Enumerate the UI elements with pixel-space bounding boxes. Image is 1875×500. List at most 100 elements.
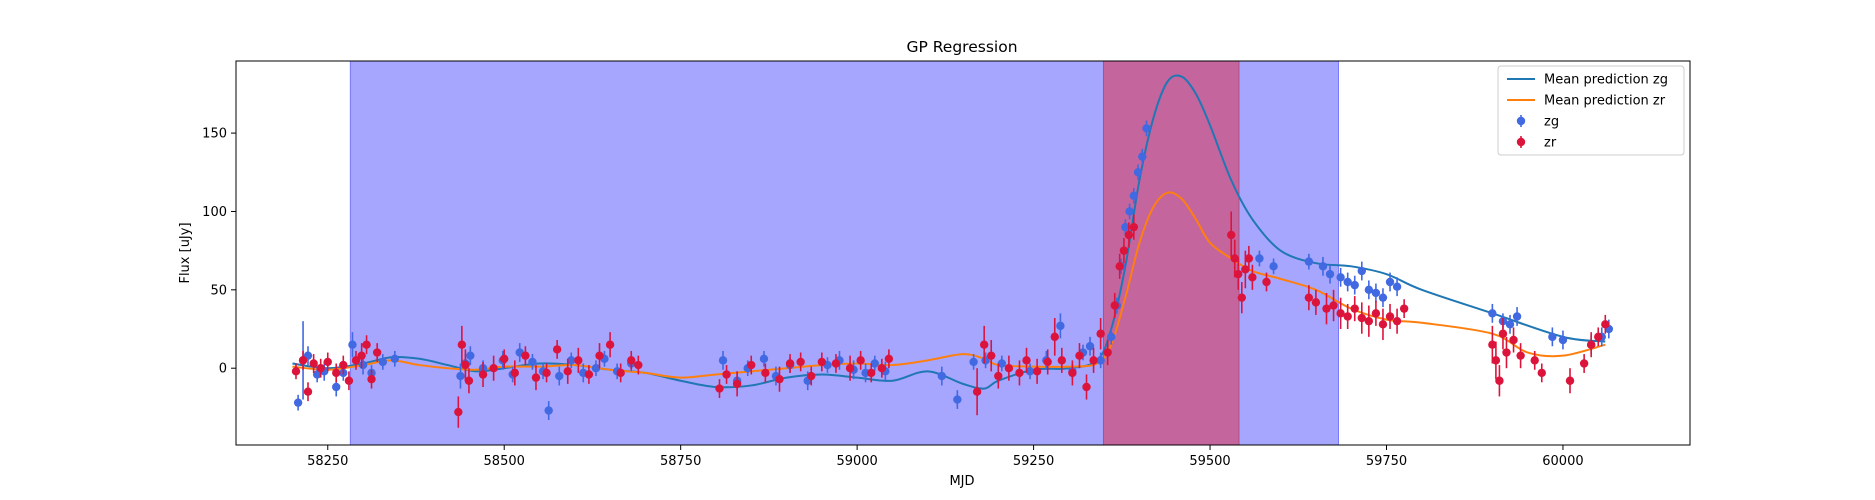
zr-data-point — [807, 366, 816, 386]
zr-data-point — [1594, 327, 1603, 347]
zr-data-point — [1043, 349, 1052, 375]
zr-data-point — [1227, 211, 1236, 259]
zr-data-point — [584, 365, 594, 384]
zr-data-point — [1537, 363, 1546, 383]
zr-data-point — [884, 349, 894, 369]
zg-data-point — [390, 350, 400, 367]
zr-data-point — [1491, 341, 1501, 380]
x-axis: 58250 58500 58750 59000 59250 59500 59750 60000 — [307, 445, 1584, 469]
x-tick-label: 59750 — [1366, 454, 1407, 469]
plot-area-frame — [235, 60, 1691, 446]
zg-data-point — [1371, 283, 1381, 303]
zg-data-point — [953, 390, 962, 409]
x-tick-label: 59500 — [1189, 454, 1230, 469]
zg-data-point — [1318, 256, 1328, 276]
zr-data-point — [1248, 264, 1257, 290]
zg-data-point — [1357, 261, 1366, 281]
zr-data-point — [732, 371, 742, 397]
zg-data-point — [1364, 280, 1374, 300]
zg-data-point — [1142, 120, 1151, 137]
zr-data-point — [464, 368, 474, 394]
zg-data-point — [1512, 307, 1522, 326]
legend-box — [1497, 65, 1685, 156]
chart-title: GP Regression — [906, 38, 1017, 56]
zg-data-point — [378, 354, 388, 370]
zr-data-point — [1336, 297, 1345, 330]
zr-data-point — [1082, 374, 1091, 400]
zr-data-point — [1586, 332, 1596, 358]
zr-data-point — [867, 363, 876, 383]
legend-item-zr: zr — [1516, 136, 1557, 151]
zg-data-point — [1056, 313, 1065, 339]
zr-data-point — [605, 332, 615, 358]
zr-data-point — [1565, 368, 1575, 394]
zr-data-point — [1516, 343, 1525, 369]
zg-data-point — [1325, 264, 1335, 284]
zr-data-point — [1244, 245, 1254, 272]
zr-data-point — [316, 358, 325, 378]
zr-data-point — [1068, 360, 1077, 386]
zr-data-point — [323, 352, 332, 372]
zr-data-point — [1110, 292, 1119, 319]
legend-marker-swatch — [1516, 137, 1526, 147]
zr-data-point — [1371, 300, 1381, 326]
zr-data-point — [1004, 355, 1014, 381]
zg-data-point — [567, 352, 576, 369]
zr-data-point — [478, 361, 488, 388]
zr-data-point — [291, 363, 301, 380]
zr-data-point — [1502, 336, 1511, 369]
zg-data-point — [1548, 327, 1557, 347]
zr-data-point — [761, 363, 770, 383]
zg-data-point — [969, 354, 978, 370]
zg-data-point — [1255, 250, 1264, 267]
zg-data-point — [466, 346, 475, 366]
zr-data-point — [1350, 296, 1359, 322]
x-tick-label: 58500 — [484, 454, 525, 469]
zr-data-point — [1075, 343, 1084, 369]
y-tick-label: 50 — [210, 283, 227, 298]
zr-data-point — [1311, 289, 1321, 315]
zr-data-point — [303, 382, 313, 402]
zg-data-point — [1125, 203, 1134, 220]
legend-item-zg: zg — [1516, 115, 1559, 130]
zr-data-point — [531, 365, 541, 391]
legend-item-Mean prediction zg: Mean prediction zg — [1507, 73, 1668, 88]
zr-data-point — [1230, 239, 1239, 278]
zr-data-point — [987, 339, 996, 372]
zr-data-point — [747, 355, 756, 375]
zg-data-point — [1138, 148, 1147, 165]
zg-data-point — [997, 355, 1007, 372]
x-tick-label: 59250 — [1013, 454, 1054, 469]
zr-data-point — [972, 368, 982, 416]
legend-label: Mean prediction zg — [1544, 73, 1668, 88]
shaded-regions — [349, 60, 1339, 446]
zr-data-point — [1237, 281, 1247, 314]
zr-data-point — [1385, 303, 1395, 330]
zg-data-point — [544, 401, 553, 420]
zr-data-point — [1119, 238, 1129, 264]
x-tick-label: 58250 — [307, 454, 348, 469]
zr-data-point — [1392, 308, 1402, 334]
zr-data-point — [1304, 285, 1314, 311]
zg-data-point — [937, 366, 947, 386]
legend-label: zg — [1544, 115, 1559, 130]
zg-data-point — [1269, 258, 1278, 275]
zg-data-point — [1350, 275, 1359, 295]
zr-data-point — [994, 363, 1003, 389]
zg-data-point — [1558, 330, 1568, 350]
zg-data-point — [1392, 277, 1402, 297]
zr-data-point — [552, 339, 562, 359]
zr-data-point — [1530, 350, 1539, 370]
zr-data-point — [1498, 318, 1508, 350]
zr-data-point — [1057, 347, 1067, 373]
zr-data-point — [845, 355, 855, 381]
zr-data-point — [616, 363, 625, 383]
legend-label: Mean prediction zr — [1544, 94, 1666, 109]
zr-data-point — [1601, 314, 1610, 334]
zg-data-point — [1385, 272, 1395, 292]
zr-data-point — [1262, 272, 1271, 292]
zr-data-point — [457, 325, 467, 364]
zr-data-point — [1103, 339, 1112, 366]
zr-data-point — [344, 371, 354, 391]
zr-data-point — [1488, 325, 1497, 364]
